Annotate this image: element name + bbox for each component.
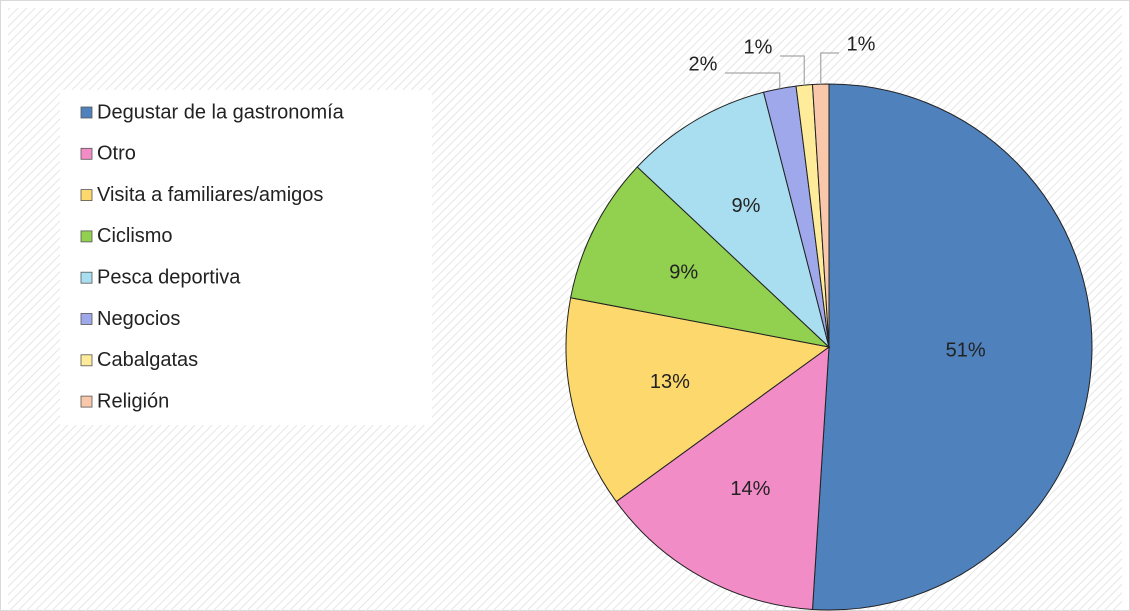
legend-label: Otro — [97, 143, 136, 165]
legend-swatch — [80, 313, 93, 325]
legend-swatch — [80, 354, 93, 367]
legend-label: Negocios — [97, 308, 180, 330]
pie-slice — [565, 297, 831, 503]
pie-slice — [615, 345, 830, 611]
leader-line — [820, 52, 839, 85]
pie-slice — [811, 83, 1093, 611]
legend-swatch — [80, 106, 93, 119]
legend-label: Ciclismo — [97, 225, 173, 247]
data-label: 2% — [689, 53, 718, 75]
legend-swatch — [80, 395, 93, 408]
legend-label: Degustar de la gastronomía — [97, 101, 345, 123]
legend-swatch — [80, 189, 93, 202]
data-label: 14% — [730, 478, 770, 500]
data-label: 9% — [669, 261, 698, 283]
legend-swatch — [80, 230, 93, 243]
legend-label: Cabalgatas — [97, 349, 198, 371]
legend-box — [60, 90, 432, 425]
legend-label: Visita a familiares/amigos — [97, 184, 323, 206]
legend-label: Pesca deportiva — [97, 266, 241, 288]
pie-slice — [636, 91, 830, 349]
data-label: 13% — [650, 371, 690, 393]
leader-line — [780, 55, 805, 86]
legend-label: Religión — [97, 390, 169, 412]
data-label: 1% — [847, 33, 876, 55]
data-label: 9% — [732, 195, 761, 217]
leader-line — [725, 72, 781, 89]
pie-slice — [811, 83, 830, 348]
legend-swatch — [80, 271, 93, 284]
data-label: 51% — [946, 340, 986, 362]
pie-slice — [570, 166, 831, 348]
data-label: 1% — [744, 36, 773, 58]
legend-swatch — [80, 147, 93, 160]
